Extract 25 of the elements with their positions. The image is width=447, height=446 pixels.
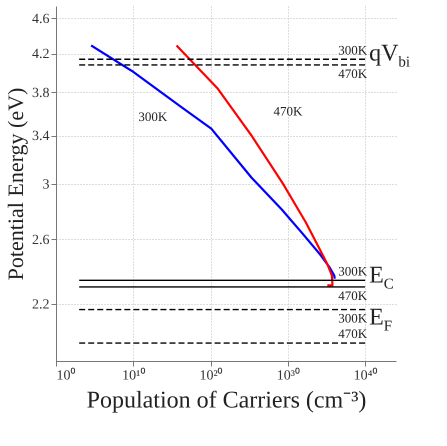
- y-axis-title: Potential Energy (eV): [3, 88, 28, 280]
- annotation: E$_{F}$: [369, 304, 392, 335]
- series-label: 470K: [338, 66, 368, 81]
- series-label: 470K: [338, 326, 368, 342]
- y-tick-label: 4.2: [32, 47, 50, 62]
- annotation: qV$_{bi}$: [369, 40, 410, 70]
- x-tick-label: 10¹⁰: [122, 368, 146, 384]
- series-label: 300K: [338, 263, 368, 278]
- annotation: E$_{C}$: [369, 262, 394, 292]
- series-label: 300K: [338, 310, 368, 326]
- text: 470K: [274, 104, 304, 119]
- x-tick-label: 10⁰: [56, 368, 76, 384]
- y-tick-label: 3: [42, 178, 50, 193]
- x-tick-label: 10⁴⁰: [354, 368, 378, 384]
- y-tick-label: 2.2: [32, 298, 50, 313]
- y-tick-label: 2.6: [32, 232, 50, 248]
- x-axis-title: Population of Carriers (cm⁻³): [86, 388, 366, 414]
- y-tick-label: 4.6: [32, 12, 50, 27]
- x-tick-label: 10³⁰: [276, 368, 300, 384]
- series-label: 470K: [338, 288, 368, 303]
- y-tick-label: 3.4: [32, 129, 50, 144]
- series-label: 300K: [138, 108, 168, 124]
- x-tick-label: 10²⁰: [199, 368, 223, 384]
- series-label: 300K: [338, 42, 368, 58]
- y-tick-label: 3.8: [32, 86, 50, 101]
